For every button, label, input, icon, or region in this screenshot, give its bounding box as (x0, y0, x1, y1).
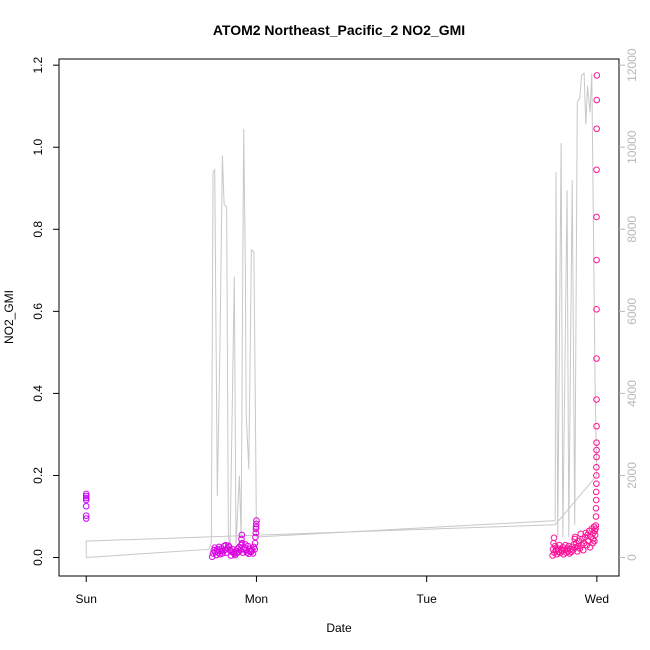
series-line (86, 72, 598, 559)
data-point (593, 422, 600, 430)
data-point (252, 525, 260, 533)
data-point (593, 256, 600, 264)
data-point (576, 545, 584, 552)
data-point (252, 520, 260, 528)
data-point (593, 463, 600, 471)
y2-tick-label: 10000 (625, 130, 639, 164)
x-axis-label: Date (326, 621, 352, 635)
data-point (82, 494, 90, 502)
data-point (225, 542, 232, 549)
data-point (593, 355, 600, 362)
data-point (591, 537, 598, 545)
data-point (235, 548, 242, 556)
y2-tick-label: 8000 (625, 216, 639, 243)
data-point (592, 522, 600, 529)
data-point (583, 541, 590, 549)
data-point (82, 492, 90, 500)
data-point (593, 166, 600, 174)
y-axis-label: NO2_GMI (2, 290, 16, 344)
x-tick-label: Tue (417, 592, 438, 606)
y-tick-label: 0.8 (31, 221, 45, 238)
data-point (251, 539, 259, 547)
plot-box (58, 58, 620, 577)
data-point (592, 488, 600, 496)
data-point (82, 496, 90, 504)
data-point (593, 472, 600, 479)
data-point (589, 539, 596, 547)
data-point (231, 551, 239, 559)
data-point (593, 305, 600, 313)
data-point (592, 525, 599, 533)
data-point (550, 534, 558, 542)
left-axis-series (82, 72, 601, 561)
data-point (592, 505, 600, 512)
data-point (566, 550, 573, 557)
data-point (252, 533, 259, 541)
data-point (549, 546, 557, 553)
x-tick-label: Sun (76, 592, 97, 606)
data-point (593, 213, 600, 221)
data-point (593, 446, 600, 454)
series-line-return (85, 475, 598, 558)
y-tick-label: 1.2 (31, 56, 45, 73)
data-point (249, 550, 257, 557)
y2-tick-label: 0 (625, 554, 639, 561)
data-point (593, 396, 600, 403)
y-tick-label: 0.6 (31, 303, 45, 320)
data-point (571, 533, 579, 541)
y-tick-label: 0.2 (31, 467, 45, 484)
x-tick-label: Wed (585, 592, 609, 606)
y-tick-label: 0.4 (31, 385, 45, 402)
data-point (592, 513, 600, 520)
y-tick-label: 0.0 (31, 549, 45, 566)
y2-tick-label: 2000 (625, 462, 639, 489)
data-point (593, 72, 601, 79)
data-point (82, 512, 90, 519)
data-point (252, 529, 260, 537)
y2-tick-label: 6000 (625, 298, 639, 325)
data-point (593, 439, 600, 446)
data-point (252, 523, 260, 531)
data-point (208, 553, 216, 561)
data-point (82, 515, 90, 522)
data-point (593, 125, 601, 133)
data-point (247, 545, 254, 552)
data-point (584, 531, 591, 539)
y2-tick-label: 4000 (625, 380, 639, 407)
y2-tick-label: 12000 (625, 48, 639, 82)
axes: 0.0 0.2 0.4 0.6 0.8 1.0 1.2 0 2000 4000 6000 8000 10… (31, 48, 639, 606)
data-point (562, 541, 569, 549)
data-point (579, 546, 587, 554)
data-point (238, 535, 245, 543)
data-point (582, 529, 590, 537)
chart-title: ATOM2 Northeast_Pacific_2 NO2_GMI (213, 22, 465, 38)
x-tick-label: Mon (245, 592, 268, 606)
data-point (593, 480, 600, 487)
data-point (82, 502, 90, 510)
data-point (82, 490, 90, 498)
right-axis-series (85, 72, 598, 559)
y-tick-label: 1.0 (31, 139, 45, 156)
data-point (251, 546, 259, 553)
data-point (593, 96, 601, 104)
data-point (253, 517, 260, 524)
data-point (238, 531, 246, 539)
data-point (591, 531, 599, 539)
data-point (222, 541, 230, 549)
data-point (593, 453, 600, 461)
data-point (592, 496, 600, 504)
